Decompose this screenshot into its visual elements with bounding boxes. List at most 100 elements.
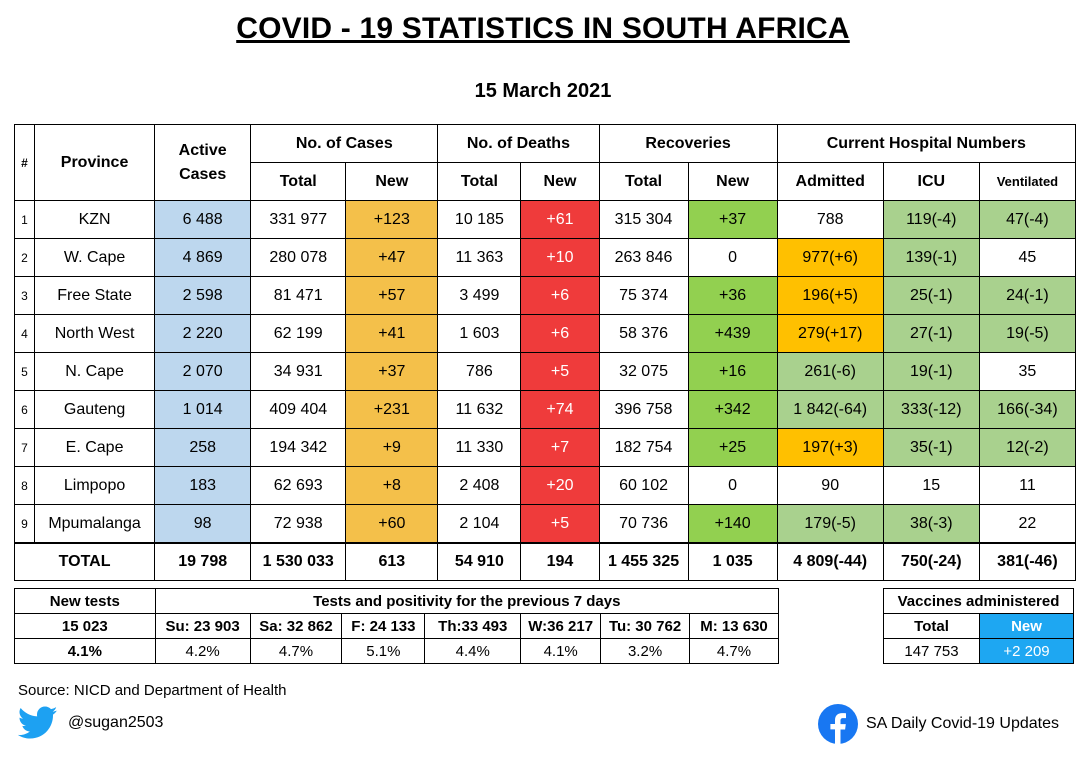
totals-deaths-total: 54 910 bbox=[437, 542, 522, 581]
cell-vent: 45 bbox=[978, 238, 1077, 277]
cell-n: 5 bbox=[13, 352, 36, 391]
twitter-handle[interactable]: @sugan2503 bbox=[18, 706, 163, 740]
facebook-page-text: SA Daily Covid-19 Updates bbox=[866, 715, 1059, 732]
cell-rec-new: +342 bbox=[687, 390, 778, 429]
test-day-count: Tu: 30 762 bbox=[600, 613, 691, 639]
cell-deaths-new: +5 bbox=[520, 352, 600, 391]
cell-deaths-new: +6 bbox=[520, 276, 600, 315]
test-day-positivity: 5.1% bbox=[341, 638, 426, 664]
source-note: Source: NICD and Department of Health bbox=[18, 682, 287, 699]
cell-active: 2 070 bbox=[154, 352, 252, 391]
stats-table: # Province Active Cases No. of Cases No.… bbox=[13, 124, 1077, 581]
cell-deaths-total: 11 363 bbox=[437, 238, 522, 277]
cell-n: 2 bbox=[13, 238, 36, 277]
cell-n: 4 bbox=[13, 314, 36, 353]
cell-active: 258 bbox=[154, 428, 252, 467]
cell-icu: 35(-1) bbox=[882, 428, 980, 467]
cell-admitted: 261(-6) bbox=[776, 352, 884, 391]
cell-cases-total: 62 199 bbox=[250, 314, 347, 353]
cell-province: Gauteng bbox=[34, 390, 156, 429]
cell-active: 1 014 bbox=[154, 390, 252, 429]
col-header-hospital: Current Hospital Numbers bbox=[776, 124, 1077, 163]
cell-cases-total: 331 977 bbox=[250, 200, 347, 239]
subheader-cases-new: New bbox=[345, 162, 439, 201]
subheader-icu: ICU bbox=[882, 162, 980, 201]
test-day-count: F: 24 133 bbox=[341, 613, 426, 639]
cell-deaths-total: 786 bbox=[437, 352, 522, 391]
cell-vent: 166(-34) bbox=[978, 390, 1077, 429]
test-day-count: Su: 23 903 bbox=[154, 613, 251, 639]
cell-icu: 38(-3) bbox=[882, 504, 980, 544]
cell-cases-total: 81 471 bbox=[250, 276, 347, 315]
cell-rec-total: 70 736 bbox=[598, 504, 689, 544]
cell-admitted: 788 bbox=[776, 200, 884, 239]
cell-icu: 15 bbox=[882, 466, 980, 505]
prev7-label: Tests and positivity for the previous 7 … bbox=[154, 588, 780, 614]
cell-rec-new: +140 bbox=[687, 504, 778, 544]
cell-admitted: 196(+5) bbox=[776, 276, 884, 315]
totals-cases-new: 613 bbox=[345, 542, 439, 581]
totals-active: 19 798 bbox=[154, 542, 252, 581]
new-tests-value: 15 023 bbox=[14, 613, 156, 639]
cell-deaths-new: +20 bbox=[520, 466, 600, 505]
cell-admitted: 977(+6) bbox=[776, 238, 884, 277]
cell-cases-new: +123 bbox=[345, 200, 439, 239]
totals-recoveries-total: 1 455 325 bbox=[598, 542, 689, 581]
cell-rec-total: 263 846 bbox=[598, 238, 689, 277]
vaccines-label: Vaccines administered bbox=[883, 588, 1074, 614]
cell-cases-new: +37 bbox=[345, 352, 439, 391]
cell-vent: 12(-2) bbox=[978, 428, 1077, 467]
cell-rec-total: 396 758 bbox=[598, 390, 689, 429]
cell-cases-total: 34 931 bbox=[250, 352, 347, 391]
cell-icu: 333(-12) bbox=[882, 390, 980, 429]
facebook-page[interactable]: SA Daily Covid-19 Updates bbox=[818, 704, 1059, 744]
test-day-positivity: 3.2% bbox=[600, 638, 691, 664]
cell-active: 2 220 bbox=[154, 314, 252, 353]
new-tests-pct: 4.1% bbox=[14, 638, 156, 664]
cell-admitted: 90 bbox=[776, 466, 884, 505]
subheader-recoveries-new: New bbox=[687, 162, 778, 201]
test-day-positivity: 4.7% bbox=[689, 638, 779, 664]
cell-rec-new: 0 bbox=[687, 238, 778, 277]
cell-rec-new: 0 bbox=[687, 466, 778, 505]
cell-cases-new: +231 bbox=[345, 390, 439, 429]
cell-deaths-total: 10 185 bbox=[437, 200, 522, 239]
cell-icu: 139(-1) bbox=[882, 238, 980, 277]
facebook-icon bbox=[818, 704, 858, 744]
totals-admitted: 4 809(-44) bbox=[776, 542, 884, 581]
col-header-deaths: No. of Deaths bbox=[437, 124, 600, 163]
cell-cases-total: 72 938 bbox=[250, 504, 347, 544]
table-row: 6 Gauteng 1 014 409 404 +231 11 632 +74 396 758… bbox=[13, 390, 1077, 429]
cell-rec-total: 32 075 bbox=[598, 352, 689, 391]
cell-vent: 11 bbox=[978, 466, 1077, 505]
subheader-deaths-new: New bbox=[520, 162, 600, 201]
cell-rec-total: 75 374 bbox=[598, 276, 689, 315]
vaccines-total-label: Total bbox=[883, 613, 980, 639]
report-date: 15 March 2021 bbox=[474, 80, 612, 102]
cell-vent: 19(-5) bbox=[978, 314, 1077, 353]
cell-active: 6 488 bbox=[154, 200, 252, 239]
cell-province: E. Cape bbox=[34, 428, 156, 467]
totals-ventilated: 381(-46) bbox=[978, 542, 1077, 581]
cell-cases-new: +60 bbox=[345, 504, 439, 544]
cell-deaths-new: +10 bbox=[520, 238, 600, 277]
cell-admitted: 1 842(-64) bbox=[776, 390, 884, 429]
cell-deaths-new: +6 bbox=[520, 314, 600, 353]
vaccines-table: Vaccines administered Total New 147 753 … bbox=[883, 588, 1074, 664]
totals-cases-total: 1 530 033 bbox=[250, 542, 347, 581]
cell-active: 2 598 bbox=[154, 276, 252, 315]
cell-province: KZN bbox=[34, 200, 156, 239]
col-header-number: # bbox=[13, 124, 36, 201]
test-day-count: M: 13 630 bbox=[689, 613, 779, 639]
cell-rec-total: 182 754 bbox=[598, 428, 689, 467]
cell-vent: 24(-1) bbox=[978, 276, 1077, 315]
cell-deaths-new: +7 bbox=[520, 428, 600, 467]
cell-icu: 27(-1) bbox=[882, 314, 980, 353]
cell-n: 6 bbox=[13, 390, 36, 429]
table-row: 2 W. Cape 4 869 280 078 +47 11 363 +10 263 846 0… bbox=[13, 238, 1077, 277]
cell-province: Limpopo bbox=[34, 466, 156, 505]
cell-cases-new: +57 bbox=[345, 276, 439, 315]
cell-icu: 119(-4) bbox=[882, 200, 980, 239]
cell-active: 4 869 bbox=[154, 238, 252, 277]
cell-n: 8 bbox=[13, 466, 36, 505]
